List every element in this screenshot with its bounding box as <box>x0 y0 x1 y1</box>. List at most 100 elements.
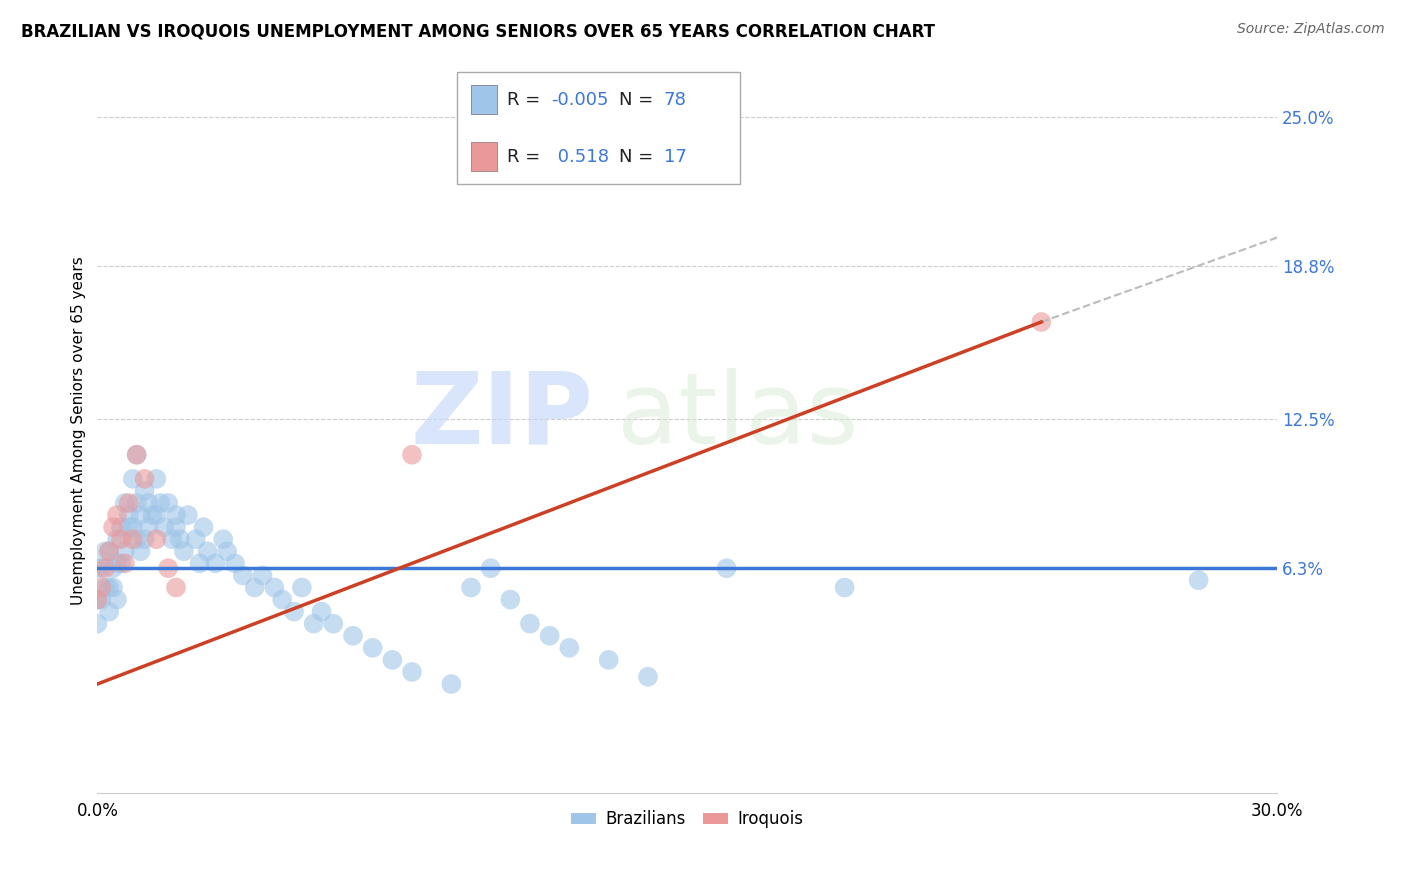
Text: 0.518: 0.518 <box>551 148 609 166</box>
Point <box>637 670 659 684</box>
Point <box>121 472 143 486</box>
Point <box>311 605 333 619</box>
Point <box>101 520 124 534</box>
Point <box>118 496 141 510</box>
Point <box>101 581 124 595</box>
Point <box>1187 573 1209 587</box>
Text: 17: 17 <box>664 148 686 166</box>
Text: atlas: atlas <box>616 368 858 465</box>
Point <box>157 561 180 575</box>
Point <box>141 508 163 522</box>
Point <box>188 557 211 571</box>
Point <box>134 532 156 546</box>
Point <box>105 557 128 571</box>
Point <box>114 496 136 510</box>
Point <box>212 532 235 546</box>
Point <box>98 581 121 595</box>
Point <box>165 508 187 522</box>
Point <box>138 496 160 510</box>
Text: Source: ZipAtlas.com: Source: ZipAtlas.com <box>1237 22 1385 37</box>
Point <box>283 605 305 619</box>
Point <box>98 605 121 619</box>
Point <box>90 592 112 607</box>
Point <box>322 616 344 631</box>
Point <box>121 520 143 534</box>
Legend: Brazilians, Iroquois: Brazilians, Iroquois <box>564 804 810 835</box>
Point <box>110 557 132 571</box>
Point <box>125 496 148 510</box>
Point <box>114 557 136 571</box>
Point <box>252 568 274 582</box>
Point <box>193 520 215 534</box>
Point <box>145 508 167 522</box>
Point <box>271 592 294 607</box>
Text: R =: R = <box>506 91 546 109</box>
Point <box>134 472 156 486</box>
Point <box>834 581 856 595</box>
Point <box>598 653 620 667</box>
Text: 78: 78 <box>664 91 686 109</box>
Point <box>86 592 108 607</box>
Point <box>1031 315 1053 329</box>
Point <box>243 581 266 595</box>
Point <box>160 532 183 546</box>
Point <box>101 561 124 575</box>
Point <box>134 483 156 498</box>
Point <box>129 544 152 558</box>
Text: R =: R = <box>506 148 546 166</box>
Point <box>125 532 148 546</box>
Point <box>291 581 314 595</box>
Point <box>184 532 207 546</box>
Point <box>118 520 141 534</box>
Bar <box>471 85 498 114</box>
Point <box>519 616 541 631</box>
Point <box>165 581 187 595</box>
Point <box>499 592 522 607</box>
Point <box>440 677 463 691</box>
Point <box>86 592 108 607</box>
Point <box>538 629 561 643</box>
Point <box>716 561 738 575</box>
Point <box>177 508 200 522</box>
Point <box>173 544 195 558</box>
Point <box>129 508 152 522</box>
Point <box>204 557 226 571</box>
Point <box>125 448 148 462</box>
Point <box>361 640 384 655</box>
Point <box>401 448 423 462</box>
Point <box>98 544 121 558</box>
Point <box>342 629 364 643</box>
Text: N =: N = <box>619 148 659 166</box>
Point <box>105 508 128 522</box>
Point <box>114 544 136 558</box>
Point <box>121 532 143 546</box>
Point <box>94 561 117 575</box>
Text: N =: N = <box>619 91 659 109</box>
Point <box>145 472 167 486</box>
Point <box>165 520 187 534</box>
Point <box>401 665 423 679</box>
Point <box>105 592 128 607</box>
Point <box>90 561 112 575</box>
Point <box>197 544 219 558</box>
Y-axis label: Unemployment Among Seniors over 65 years: Unemployment Among Seniors over 65 years <box>72 256 86 605</box>
Bar <box>471 143 498 171</box>
Point <box>86 561 108 575</box>
Point <box>169 532 191 546</box>
Point <box>94 544 117 558</box>
Point <box>110 520 132 534</box>
Point <box>460 581 482 595</box>
Point <box>232 568 254 582</box>
Text: ZIP: ZIP <box>411 368 593 465</box>
Point <box>153 520 176 534</box>
Point <box>105 532 128 546</box>
Point <box>224 557 246 571</box>
Point <box>118 508 141 522</box>
Point <box>263 581 285 595</box>
Text: BRAZILIAN VS IROQUOIS UNEMPLOYMENT AMONG SENIORS OVER 65 YEARS CORRELATION CHART: BRAZILIAN VS IROQUOIS UNEMPLOYMENT AMONG… <box>21 22 935 40</box>
Point <box>90 581 112 595</box>
Point <box>157 496 180 510</box>
Point <box>98 544 121 558</box>
Point <box>381 653 404 667</box>
Point <box>479 561 502 575</box>
